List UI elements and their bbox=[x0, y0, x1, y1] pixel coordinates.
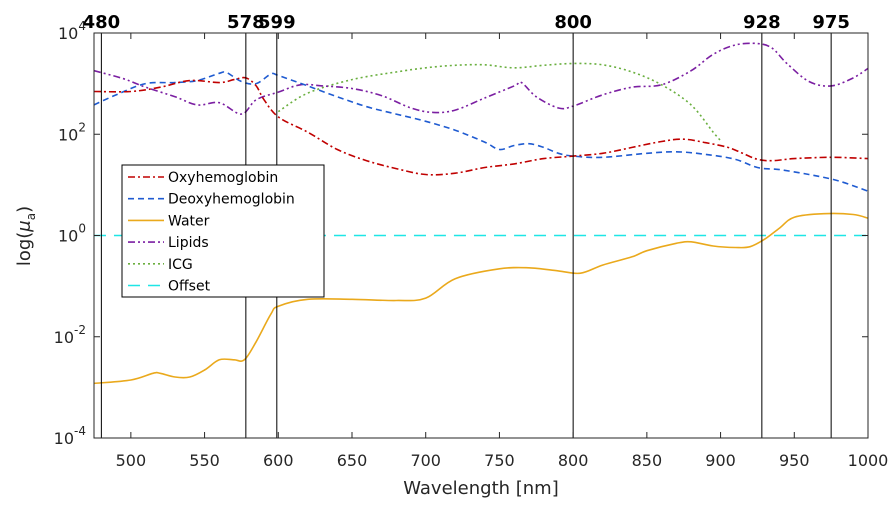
legend-label-water: Water bbox=[168, 213, 210, 229]
x-axis: 500 550 600 650 700 750 800 850 900 950 1000 bbox=[116, 33, 889, 470]
series-line-lipids bbox=[94, 42, 868, 115]
legend-label-oxyhemoglobin: Oxyhemoglobin bbox=[168, 170, 278, 186]
x-tick-label: 900 bbox=[705, 451, 736, 470]
x-tick-label: 500 bbox=[116, 451, 147, 470]
x-tick-label: 550 bbox=[189, 451, 220, 470]
y-axis: 10-4 10-2 100 102 104 bbox=[54, 19, 868, 448]
y-tick-label: 10-2 bbox=[54, 323, 86, 347]
series-line-water bbox=[94, 212, 868, 385]
marker-label-480: 480 bbox=[83, 12, 121, 33]
legend-label-offset: Offset bbox=[168, 279, 211, 295]
y-axis-title-prefix: log( bbox=[14, 232, 35, 266]
y-axis-title-subscript: a bbox=[24, 213, 38, 220]
marker-label-975: 975 bbox=[812, 12, 850, 33]
x-tick-label: 850 bbox=[632, 451, 663, 470]
y-tick-label: 10-4 bbox=[54, 424, 86, 448]
series-layer bbox=[94, 42, 868, 385]
y-tick-label: 104 bbox=[58, 19, 86, 43]
series-line-oxyhemoglobin bbox=[94, 76, 868, 176]
y-axis-title-mu: μ bbox=[14, 220, 35, 232]
y-tick-label: 100 bbox=[58, 222, 86, 246]
marker-label-578: 578 bbox=[227, 12, 265, 33]
legend-label-deoxyhemoglobin: Deoxyhemoglobin bbox=[168, 192, 295, 208]
x-tick-label: 600 bbox=[263, 451, 294, 470]
x-tick-label: 650 bbox=[337, 451, 368, 470]
legend-label-lipids: Lipids bbox=[168, 235, 209, 251]
x-tick-label: 1000 bbox=[848, 451, 889, 470]
legend-box bbox=[121, 164, 325, 298]
y-axis-title-suffix: ) bbox=[14, 206, 35, 213]
y-tick-label: 102 bbox=[58, 120, 86, 144]
x-axis-title: Wavelength [nm] bbox=[403, 478, 559, 499]
legend-label-icg: ICG bbox=[168, 257, 193, 273]
x-tick-label: 750 bbox=[484, 451, 515, 470]
marker-label-928: 928 bbox=[743, 12, 781, 33]
x-tick-label: 950 bbox=[779, 451, 810, 470]
x-tick-label: 700 bbox=[410, 451, 441, 470]
marker-label-599: 599 bbox=[258, 12, 296, 33]
x-tick-label: 800 bbox=[558, 451, 589, 470]
series-line-deoxyhemoglobin bbox=[94, 71, 868, 192]
y-axis-title: log(μa) bbox=[14, 206, 38, 266]
marker-label-800: 800 bbox=[554, 12, 592, 33]
legend: Oxyhemoglobin Deoxyhemoglobin Water Lipids I… bbox=[121, 164, 325, 298]
